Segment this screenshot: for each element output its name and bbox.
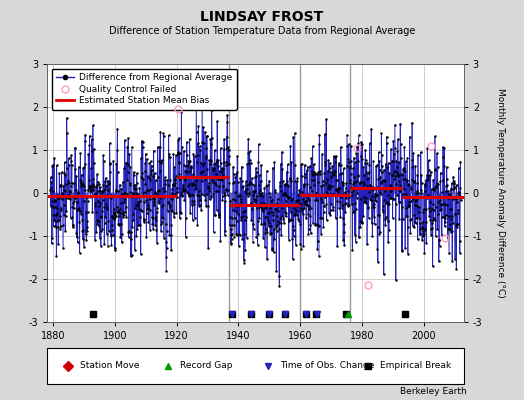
Text: Difference of Station Temperature Data from Regional Average: Difference of Station Temperature Data f… xyxy=(109,26,415,36)
FancyBboxPatch shape xyxy=(47,348,464,384)
Text: Time of Obs. Change: Time of Obs. Change xyxy=(280,362,375,370)
Legend: Difference from Regional Average, Quality Control Failed, Estimated Station Mean: Difference from Regional Average, Qualit… xyxy=(52,68,236,110)
Text: Station Move: Station Move xyxy=(81,362,140,370)
Y-axis label: Monthly Temperature Anomaly Difference (°C): Monthly Temperature Anomaly Difference (… xyxy=(496,88,506,298)
Text: Berkeley Earth: Berkeley Earth xyxy=(400,387,466,396)
Text: Empirical Break: Empirical Break xyxy=(380,362,452,370)
Text: Record Gap: Record Gap xyxy=(180,362,233,370)
Text: LINDSAY FROST: LINDSAY FROST xyxy=(200,10,324,24)
